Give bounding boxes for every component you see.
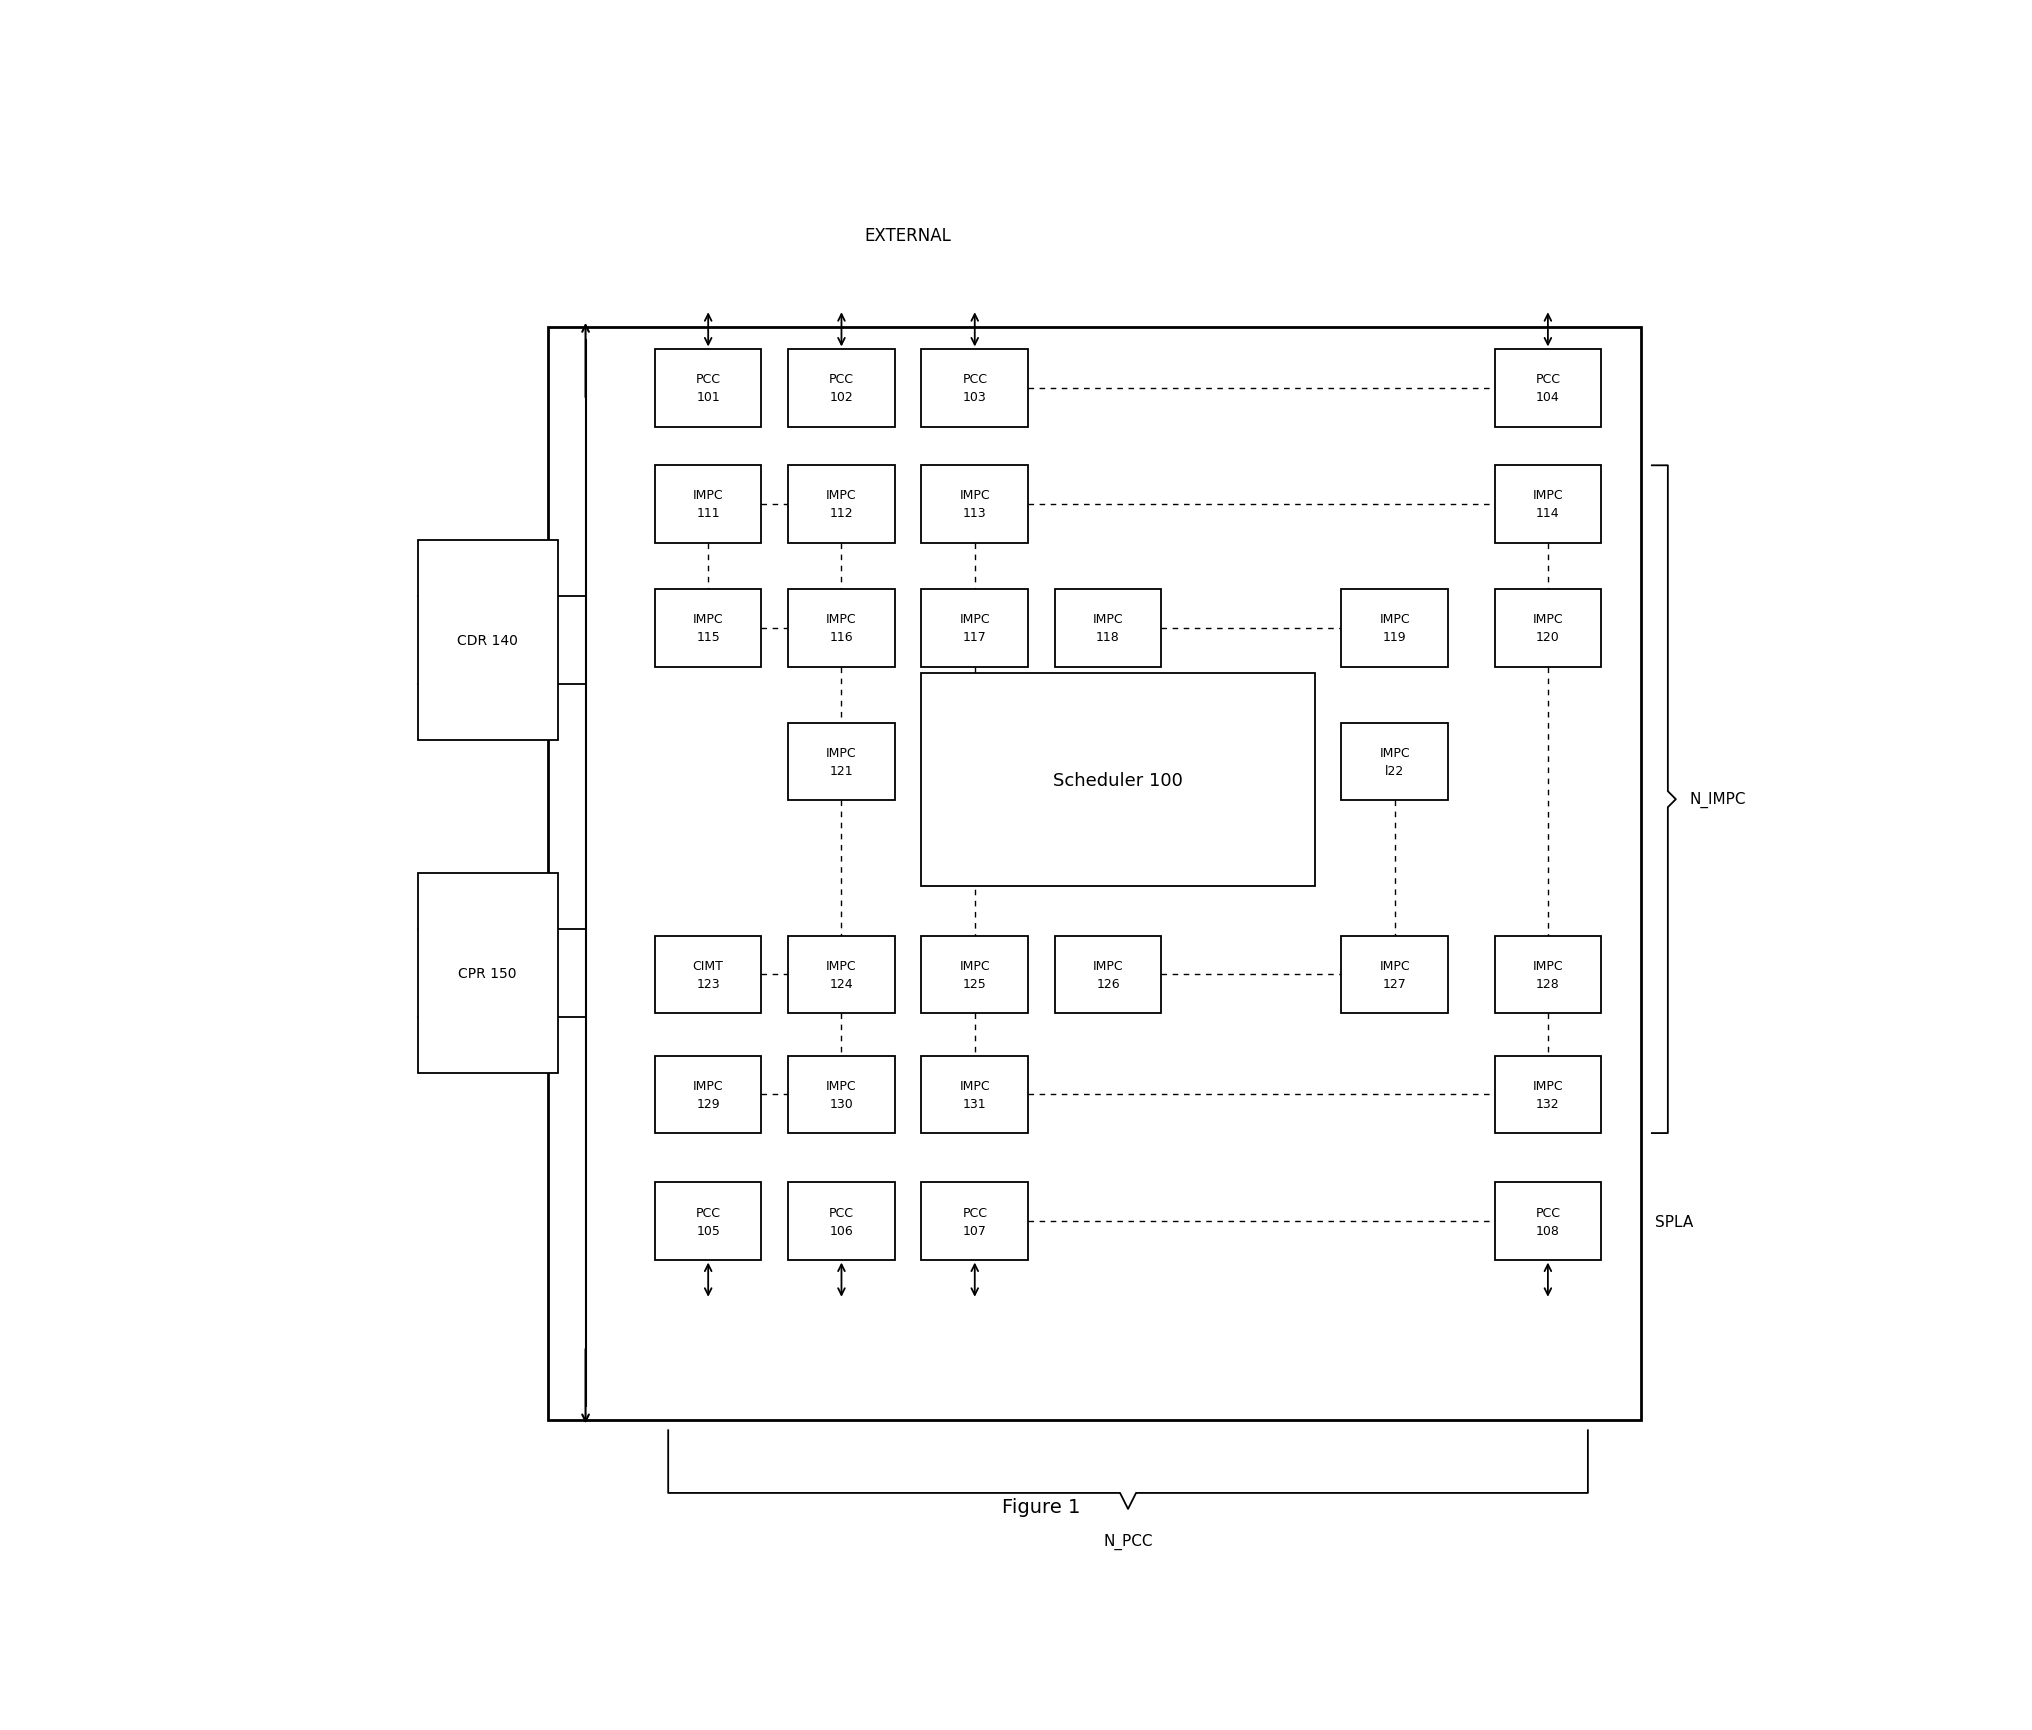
- Text: IMPC
129: IMPC 129: [693, 1080, 723, 1111]
- Text: IMPC
118: IMPC 118: [1093, 612, 1124, 644]
- Text: PCC
104: PCC 104: [1536, 374, 1561, 405]
- Bar: [1496, 590, 1601, 668]
- Text: IMPC
127: IMPC 127: [1380, 960, 1410, 990]
- Bar: [549, 327, 1642, 1420]
- Text: PCC
102: PCC 102: [829, 374, 853, 405]
- Text: PCC
108: PCC 108: [1536, 1206, 1561, 1237]
- Text: IMPC
119: IMPC 119: [1380, 612, 1410, 644]
- Bar: [920, 673, 1315, 887]
- Text: IMPC
124: IMPC 124: [827, 960, 858, 990]
- Text: SPLA: SPLA: [1654, 1214, 1693, 1228]
- Text: PCC
103: PCC 103: [963, 374, 988, 405]
- Bar: [654, 1183, 762, 1259]
- Text: IMPC
131: IMPC 131: [959, 1080, 990, 1111]
- Text: IMPC
130: IMPC 130: [827, 1080, 858, 1111]
- Text: N_IMPC: N_IMPC: [1689, 792, 1745, 808]
- Bar: [920, 465, 1028, 543]
- Bar: [1496, 1055, 1601, 1133]
- Text: CIMT
123: CIMT 123: [693, 960, 723, 990]
- Bar: [920, 349, 1028, 427]
- Text: IMPC
132: IMPC 132: [1532, 1080, 1563, 1111]
- Bar: [788, 349, 894, 427]
- Bar: [1496, 936, 1601, 1014]
- Bar: [788, 936, 894, 1014]
- Text: IMPC
120: IMPC 120: [1532, 612, 1563, 644]
- Text: IMPC
111: IMPC 111: [693, 490, 723, 521]
- Text: Figure 1: Figure 1: [1002, 1496, 1081, 1515]
- Text: IMPC
114: IMPC 114: [1532, 490, 1563, 521]
- Text: PCC
107: PCC 107: [963, 1206, 988, 1237]
- Text: IMPC
117: IMPC 117: [959, 612, 990, 644]
- Text: IMPC
113: IMPC 113: [959, 490, 990, 521]
- Bar: [1341, 590, 1449, 668]
- Bar: [920, 1055, 1028, 1133]
- Text: IMPC
115: IMPC 115: [693, 612, 723, 644]
- Text: IMPC
121: IMPC 121: [827, 746, 858, 777]
- Bar: [788, 465, 894, 543]
- Bar: [1496, 1183, 1601, 1259]
- Bar: [654, 590, 762, 668]
- Bar: [788, 1055, 894, 1133]
- Bar: [654, 936, 762, 1014]
- Text: PCC
106: PCC 106: [829, 1206, 853, 1237]
- Bar: [1055, 936, 1162, 1014]
- Text: EXTERNAL: EXTERNAL: [866, 227, 951, 246]
- Bar: [788, 1183, 894, 1259]
- Text: Scheduler 100: Scheduler 100: [1053, 772, 1183, 789]
- Text: CDR 140: CDR 140: [457, 633, 518, 647]
- Text: IMPC
116: IMPC 116: [827, 612, 858, 644]
- Text: PCC
101: PCC 101: [695, 374, 721, 405]
- Text: N_PCC: N_PCC: [1103, 1533, 1152, 1550]
- Bar: [419, 874, 557, 1073]
- Bar: [920, 1183, 1028, 1259]
- Bar: [920, 590, 1028, 668]
- Bar: [1496, 349, 1601, 427]
- Text: CPR 150: CPR 150: [459, 967, 516, 981]
- Bar: [788, 590, 894, 668]
- Text: PCC
105: PCC 105: [695, 1206, 721, 1237]
- Bar: [654, 349, 762, 427]
- Bar: [654, 1055, 762, 1133]
- Bar: [1341, 723, 1449, 801]
- Bar: [1055, 590, 1162, 668]
- Bar: [1496, 465, 1601, 543]
- Bar: [788, 723, 894, 801]
- Bar: [920, 936, 1028, 1014]
- Text: IMPC
l22: IMPC l22: [1380, 746, 1410, 777]
- Text: IMPC
112: IMPC 112: [827, 490, 858, 521]
- Bar: [419, 540, 557, 740]
- Bar: [1341, 936, 1449, 1014]
- Bar: [654, 465, 762, 543]
- Text: IMPC
128: IMPC 128: [1532, 960, 1563, 990]
- Text: IMPC
126: IMPC 126: [1093, 960, 1124, 990]
- Text: IMPC
125: IMPC 125: [959, 960, 990, 990]
